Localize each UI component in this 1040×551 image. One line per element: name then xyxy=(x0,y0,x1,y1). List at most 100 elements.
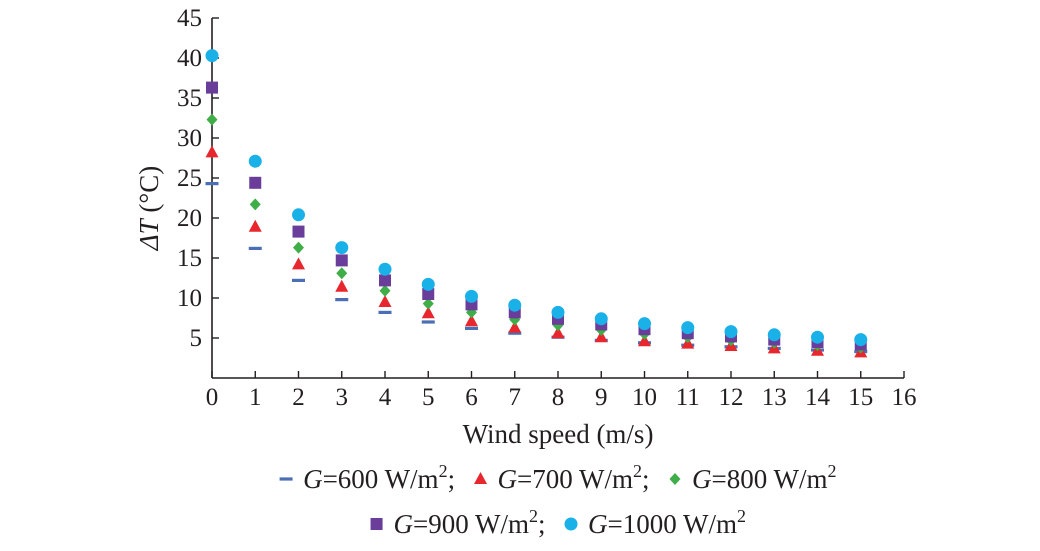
data-point xyxy=(249,198,261,211)
y-axis-title: ΔT (°C) xyxy=(134,166,164,251)
data-point xyxy=(594,312,608,326)
data-point xyxy=(594,330,608,343)
data-points xyxy=(205,49,868,358)
legend-item: G=800 W/m2 xyxy=(669,461,836,494)
legend-superscript: 2 xyxy=(529,506,538,526)
x-tick-label: 7 xyxy=(509,384,522,411)
x-tick-label: 3 xyxy=(336,384,349,411)
legend-separator: ; xyxy=(448,464,456,494)
data-point xyxy=(421,277,435,291)
x-ticks: 0 1 2 3 4 5 6 7 8 9 10 11 12 13 14 15 16 xyxy=(206,371,917,411)
data-point xyxy=(681,321,695,335)
data-point xyxy=(551,305,565,319)
data-point xyxy=(336,267,348,280)
data-point xyxy=(508,298,522,312)
data-point xyxy=(335,254,348,267)
y-tick-label: 15 xyxy=(177,245,202,272)
data-point xyxy=(767,328,781,342)
data-point xyxy=(292,208,305,222)
data-point xyxy=(724,325,738,339)
legend-marker xyxy=(279,477,293,481)
data-point xyxy=(205,49,219,63)
legend-var: G xyxy=(692,464,712,494)
data-point xyxy=(335,241,349,255)
data-point xyxy=(379,284,391,297)
legend-label: G=700 W/m2; xyxy=(498,461,650,494)
data-point xyxy=(248,219,262,232)
y-tick-label: 30 xyxy=(177,125,202,152)
x-tick-label: 15 xyxy=(848,384,873,411)
series-square xyxy=(206,81,867,351)
legend-label: G=800 W/m2 xyxy=(692,461,836,494)
legend-item: G=900 W/m2; xyxy=(370,506,546,539)
data-point xyxy=(335,279,349,292)
data-point xyxy=(422,288,435,300)
x-tick-label: 11 xyxy=(676,384,700,411)
legend-text-main: =600 W/m xyxy=(323,464,439,494)
data-point xyxy=(551,326,565,339)
data-point xyxy=(292,257,305,270)
data-point xyxy=(248,246,262,250)
legend-superscript: 2 xyxy=(439,461,448,481)
legend-item: G=700 W/m2; xyxy=(474,461,650,494)
x-axis-title: Wind speed (m/s) xyxy=(463,419,654,449)
x-tick-label: 12 xyxy=(719,384,744,411)
legend-text-main: =1000 W/m xyxy=(608,509,737,539)
data-point xyxy=(292,225,305,238)
y-tick-label: 10 xyxy=(177,285,202,312)
data-point xyxy=(335,298,349,302)
x-tick-label: 13 xyxy=(762,384,787,411)
data-point xyxy=(465,289,478,303)
data-point xyxy=(422,297,434,310)
legend-label: G=900 W/m2; xyxy=(394,506,546,539)
legend-marker xyxy=(669,473,681,485)
data-point xyxy=(249,176,262,189)
data-point xyxy=(421,306,435,319)
legend-var: G xyxy=(498,464,518,494)
legend-marker xyxy=(370,518,383,530)
data-point xyxy=(854,333,868,347)
data-point xyxy=(379,274,391,287)
x-tick-label: 0 xyxy=(206,384,219,411)
data-point xyxy=(811,330,824,344)
legend-marker xyxy=(564,517,578,531)
data-point xyxy=(378,310,392,314)
legend-text-main: =900 W/m xyxy=(413,509,529,539)
legend-item: G=1000 W/m2 xyxy=(564,506,746,539)
data-point xyxy=(465,314,478,327)
series-dash xyxy=(205,182,868,354)
data-point xyxy=(465,326,478,330)
legend-separator: ; xyxy=(642,464,650,494)
data-point xyxy=(378,295,392,307)
legend-text-main: =700 W/m xyxy=(517,464,633,494)
y-axis-unit: (°C) xyxy=(134,166,164,213)
x-tick-label: 1 xyxy=(249,384,262,411)
y-tick-label: 5 xyxy=(190,325,203,352)
y-tick-label: 45 xyxy=(177,5,202,32)
x-tick-label: 16 xyxy=(892,384,917,411)
x-tick-label: 10 xyxy=(632,384,657,411)
data-point xyxy=(248,154,262,168)
x-tick-label: 6 xyxy=(465,384,478,411)
x-tick-label: 8 xyxy=(552,384,565,411)
legend-label: G=600 W/m2; xyxy=(303,461,455,494)
legend-separator: ; xyxy=(538,509,546,539)
legend-superscript: 2 xyxy=(737,506,746,526)
x-tick-label: 9 xyxy=(595,384,608,411)
legend-text-main: =800 W/m xyxy=(711,464,827,494)
data-point xyxy=(206,81,218,94)
data-point xyxy=(293,241,304,254)
legend-item: G=600 W/m2; xyxy=(279,461,455,494)
legend-var: G xyxy=(303,464,323,494)
data-point xyxy=(206,113,218,126)
y-tick-label: 25 xyxy=(177,165,202,192)
data-point xyxy=(292,278,305,282)
y-tick-label: 20 xyxy=(177,205,202,232)
data-point xyxy=(508,331,522,335)
series-diamond xyxy=(206,113,867,354)
legend: G=600 W/m2; G=700 W/m2; G=800 W/m2G=900 W/… xyxy=(279,461,836,539)
data-point xyxy=(638,334,651,347)
legend-superscript: 2 xyxy=(633,461,642,481)
legend-marker xyxy=(474,472,488,484)
x-tick-label: 5 xyxy=(422,384,435,411)
